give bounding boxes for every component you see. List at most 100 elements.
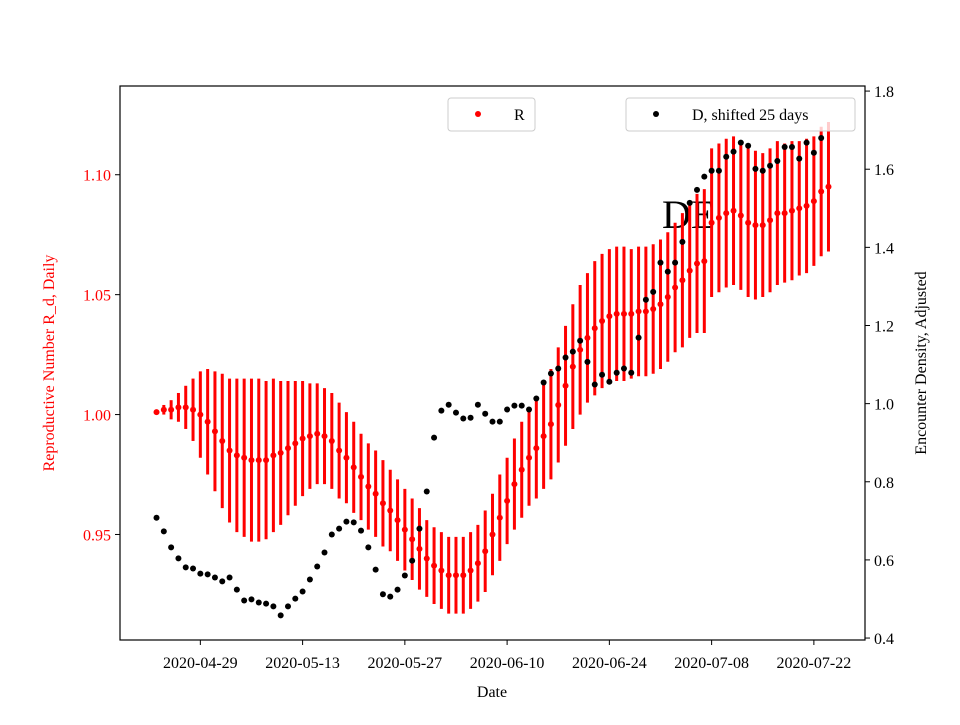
- point: [350, 519, 357, 526]
- point: [168, 544, 175, 551]
- point: [737, 212, 744, 219]
- point: [547, 421, 554, 428]
- point: [642, 308, 649, 315]
- point: [526, 406, 533, 413]
- point: [284, 603, 291, 610]
- point: [606, 313, 613, 320]
- point: [511, 481, 518, 488]
- point: [452, 409, 459, 416]
- point: [168, 406, 175, 413]
- point: [562, 354, 569, 361]
- point: [358, 527, 365, 534]
- point: [818, 188, 825, 195]
- point: [204, 418, 211, 425]
- point: [496, 418, 503, 425]
- point: [701, 258, 708, 265]
- x-tick-label: 2020-06-10: [470, 655, 545, 672]
- point: [182, 564, 189, 571]
- point: [219, 437, 226, 444]
- point: [241, 454, 248, 461]
- point: [547, 370, 554, 377]
- point: [796, 155, 803, 162]
- point: [387, 593, 394, 600]
- point: [657, 301, 664, 308]
- point: [715, 214, 722, 221]
- point: [803, 139, 810, 146]
- legend-label: R: [514, 107, 525, 124]
- legend-box: [625, 97, 856, 132]
- y-tick-label: 1.05: [83, 288, 111, 305]
- point: [803, 202, 810, 209]
- point: [635, 334, 642, 341]
- point: [474, 560, 481, 567]
- point: [526, 454, 533, 461]
- point: [387, 507, 394, 514]
- point: [569, 348, 576, 355]
- point: [591, 381, 598, 388]
- point: [620, 310, 627, 317]
- point: [723, 153, 730, 160]
- point: [438, 407, 445, 414]
- x-tick-label: 2020-06-24: [572, 655, 647, 672]
- point: [613, 369, 620, 376]
- point: [321, 549, 328, 556]
- point: [263, 457, 270, 464]
- x-tick-label: 2020-05-27: [368, 655, 443, 672]
- point: [555, 401, 562, 408]
- y2-tick-label: 1.6: [874, 162, 894, 179]
- point: [350, 464, 357, 471]
- point: [620, 365, 627, 372]
- point: [211, 428, 218, 435]
- point: [504, 497, 511, 504]
- point: [409, 557, 416, 564]
- point: [270, 603, 277, 610]
- point: [584, 334, 591, 341]
- point: [774, 158, 781, 165]
- point: [489, 418, 496, 425]
- point: [591, 325, 598, 332]
- legend: R: [447, 97, 536, 132]
- point: [467, 567, 474, 574]
- point: [306, 576, 313, 583]
- y2-tick-label: 1.2: [874, 318, 894, 335]
- point: [540, 379, 547, 386]
- point: [730, 148, 737, 155]
- point: [219, 578, 226, 585]
- point: [277, 449, 284, 456]
- point: [628, 369, 635, 376]
- point: [686, 199, 693, 206]
- point: [504, 406, 511, 413]
- point: [584, 358, 591, 365]
- point: [277, 612, 284, 619]
- point: [774, 210, 781, 217]
- point: [445, 572, 452, 579]
- point: [365, 544, 372, 551]
- point: [190, 406, 197, 413]
- point: [540, 433, 547, 440]
- legend: D, shifted 25 days: [625, 97, 856, 132]
- point: [759, 167, 766, 174]
- point: [664, 268, 671, 275]
- point: [343, 518, 350, 525]
- point: [810, 149, 817, 156]
- point: [818, 134, 825, 141]
- legend-marker: [475, 111, 481, 117]
- point: [153, 514, 160, 521]
- legend-label: D, shifted 25 days: [692, 107, 808, 124]
- point: [518, 402, 525, 409]
- point: [767, 217, 774, 224]
- point: [379, 591, 386, 598]
- point: [664, 294, 671, 301]
- point: [701, 173, 708, 180]
- point: [650, 288, 657, 295]
- point: [175, 404, 182, 411]
- point: [416, 525, 423, 532]
- point: [182, 404, 189, 411]
- point: [292, 440, 299, 447]
- point: [533, 395, 540, 402]
- point: [401, 526, 408, 533]
- point: [372, 566, 379, 573]
- point: [745, 142, 752, 149]
- y2-tick-label: 1.0: [874, 397, 894, 414]
